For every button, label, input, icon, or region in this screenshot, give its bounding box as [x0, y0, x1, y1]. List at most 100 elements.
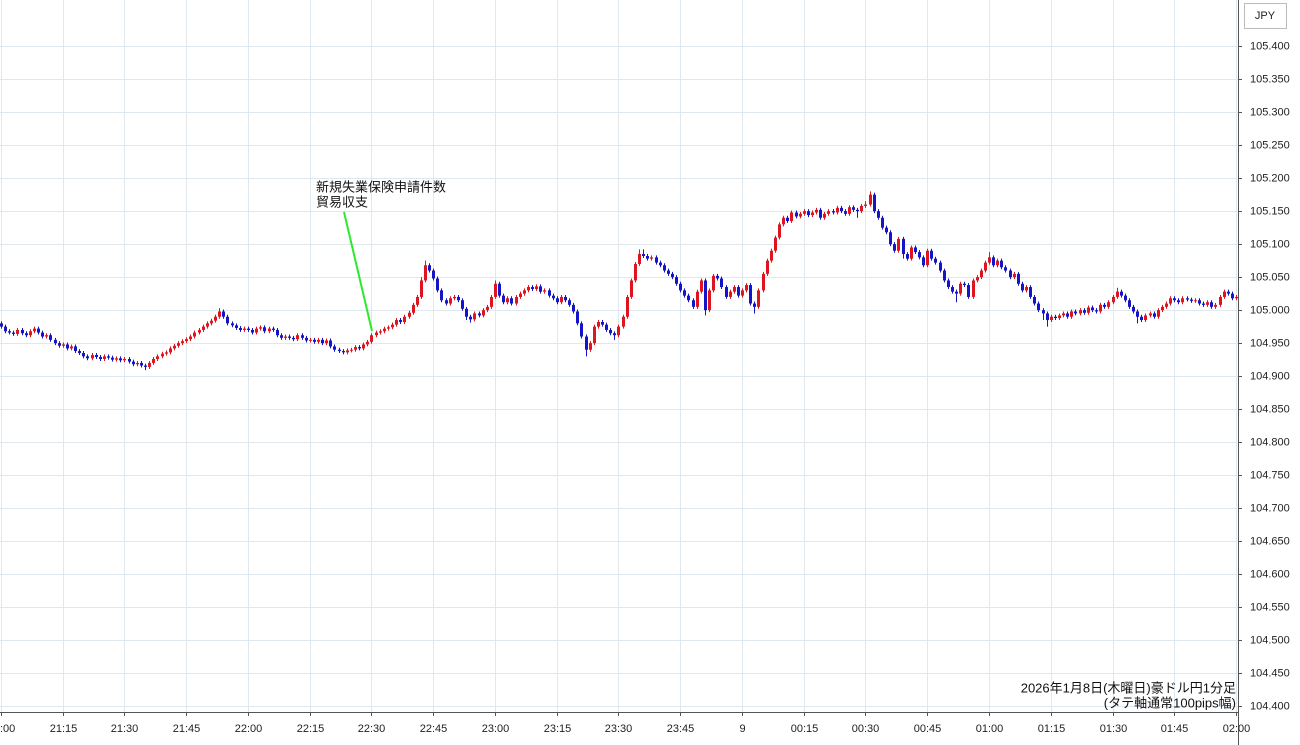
candle-body	[49, 335, 52, 340]
candle-body	[8, 331, 11, 333]
candle-body	[1128, 300, 1131, 307]
candle-body	[1050, 316, 1053, 321]
candle-body	[902, 238, 905, 255]
candle-body	[1165, 303, 1168, 307]
candle-body	[1177, 300, 1180, 303]
candle-body	[169, 348, 172, 353]
candle-body	[856, 209, 859, 212]
candle-body	[790, 212, 793, 222]
candle-body	[193, 332, 196, 337]
candle-body	[1210, 302, 1213, 307]
candle-body	[922, 257, 925, 266]
y-tick-label: 104.750	[1250, 469, 1290, 481]
candle-body	[696, 291, 699, 307]
candle-body	[708, 290, 711, 311]
candle-body	[350, 349, 353, 351]
candle-body	[622, 316, 625, 327]
candle-body	[568, 300, 571, 305]
candle-body	[198, 329, 201, 333]
y-tick-label: 105.200	[1250, 172, 1290, 184]
y-tick-label: 105.400	[1250, 40, 1290, 52]
candle-body	[757, 290, 760, 307]
x-tick-label: 21:30	[111, 723, 139, 735]
y-tick-label: 104.650	[1250, 535, 1290, 547]
candle-body	[25, 333, 28, 336]
candle-body	[45, 335, 48, 337]
candle-body	[959, 283, 962, 294]
candle-body	[1074, 311, 1077, 314]
y-tick-label: 104.700	[1250, 502, 1290, 514]
candle-body	[1120, 291, 1123, 296]
x-tick-label: 02:00	[1223, 723, 1251, 735]
candle-body	[346, 350, 349, 353]
candle-body	[646, 256, 649, 259]
candle-body	[893, 244, 896, 251]
candle-body	[951, 287, 954, 292]
x-tick-label: 01:15	[1038, 723, 1066, 735]
candle-body	[860, 205, 863, 212]
candle-body	[161, 353, 164, 357]
candle-body	[1181, 298, 1184, 303]
candle-body	[1169, 298, 1172, 304]
candle-body	[774, 237, 777, 251]
candle-body	[29, 331, 32, 336]
candle-body	[848, 207, 851, 214]
x-tick-label: 22:30	[358, 723, 386, 735]
candle-body	[609, 329, 612, 334]
candle-body	[827, 211, 830, 214]
candle-body	[889, 232, 892, 245]
candle-body	[671, 273, 674, 278]
candle-body	[1136, 311, 1139, 317]
candle-body	[510, 298, 513, 304]
candle-body	[910, 247, 913, 259]
candle-body	[95, 355, 98, 357]
candle-body	[675, 277, 678, 284]
candle-body	[263, 327, 266, 332]
candle-body	[1054, 316, 1057, 319]
candle-body	[268, 328, 271, 332]
x-tick-label: 01:45	[1161, 723, 1189, 735]
candle-body	[465, 308, 468, 317]
candle-body	[819, 209, 822, 218]
candle-body	[58, 343, 61, 346]
candle-body	[679, 283, 682, 291]
candle-body	[321, 339, 324, 344]
candle-body	[399, 320, 402, 323]
candle-body	[123, 358, 126, 361]
candle-body	[1223, 291, 1226, 297]
candle-body	[947, 280, 950, 288]
candle-body	[383, 328, 386, 332]
candle-body	[1202, 303, 1205, 305]
candle-body	[556, 298, 559, 303]
candle-body	[1029, 287, 1032, 297]
candle-body	[712, 275, 715, 291]
y-tick-label: 105.000	[1250, 304, 1290, 316]
x-tick-label: 23:45	[667, 723, 695, 735]
candle-body	[403, 316, 406, 323]
candle-body	[1083, 310, 1086, 313]
candle-body	[700, 280, 703, 292]
candle-body	[543, 290, 546, 292]
candle-body	[955, 291, 958, 294]
candle-body	[107, 356, 110, 358]
candle-body	[782, 217, 785, 225]
candle-body	[144, 365, 147, 367]
candle-body	[370, 335, 373, 342]
candle-body	[445, 300, 448, 304]
candle-body	[482, 310, 485, 316]
candle-body	[897, 238, 900, 251]
candle-body	[469, 316, 472, 320]
candle-body	[490, 296, 493, 307]
candle-body	[589, 343, 592, 350]
candle-body	[251, 329, 254, 333]
y-tick-label: 105.350	[1250, 73, 1290, 85]
candle-body	[70, 346, 73, 349]
candle-body	[519, 293, 522, 297]
candle-body	[1046, 313, 1049, 321]
candle-body	[54, 339, 57, 344]
candle-body	[284, 336, 287, 338]
candle-body	[869, 194, 872, 205]
candle-body	[881, 217, 884, 228]
candle-body	[354, 347, 357, 350]
candle-body	[1066, 313, 1069, 317]
